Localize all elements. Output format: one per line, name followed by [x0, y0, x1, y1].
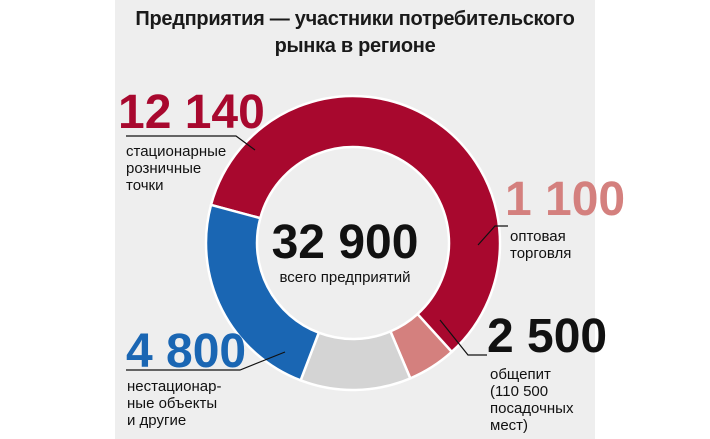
chart-title: Предприятия — участники потребительского… — [135, 8, 575, 57]
wholesale-label-line: торговля — [510, 245, 572, 262]
retail-label-line: розничные — [126, 160, 202, 177]
retail-label-line: стационарные — [126, 143, 227, 160]
mobile-label-line: нестационар- — [127, 378, 222, 395]
wholesale-value: 1 100 — [505, 173, 625, 226]
wholesale-label-line: оптовая — [510, 228, 566, 245]
wholesale-label: оптовая торговля — [510, 228, 571, 262]
mobile-label-line: ные объекты — [127, 395, 218, 412]
retail-segment — [209, 94, 502, 354]
catering-leader-line — [439, 319, 487, 356]
catering-label-line: общепит — [490, 366, 551, 383]
wholesale-leader-line — [477, 225, 508, 246]
catering-label: общепит (110 500 посадочных мест) — [490, 366, 573, 434]
mobile-value: 4 800 — [126, 325, 246, 378]
catering-value: 2 500 — [487, 310, 607, 363]
mobile-label-line: и другие — [127, 412, 187, 429]
catering-label-line: мест) — [490, 417, 529, 434]
mobile-segment — [204, 203, 321, 382]
total-label: всего предприятий — [279, 269, 410, 286]
retail-label-line: точки — [126, 177, 164, 194]
total-value: 32 900 — [272, 216, 419, 269]
catering-label-line: (110 500 — [490, 383, 549, 400]
retail-value: 12 140 — [118, 86, 265, 139]
retail-leader-line — [126, 135, 256, 151]
catering-label-line: посадочных — [490, 400, 574, 417]
mobile-leader-line — [126, 351, 286, 371]
mobile-label: нестационар- ные объекты и другие — [127, 378, 221, 429]
retail-label: стационарные розничные точки — [126, 143, 226, 194]
